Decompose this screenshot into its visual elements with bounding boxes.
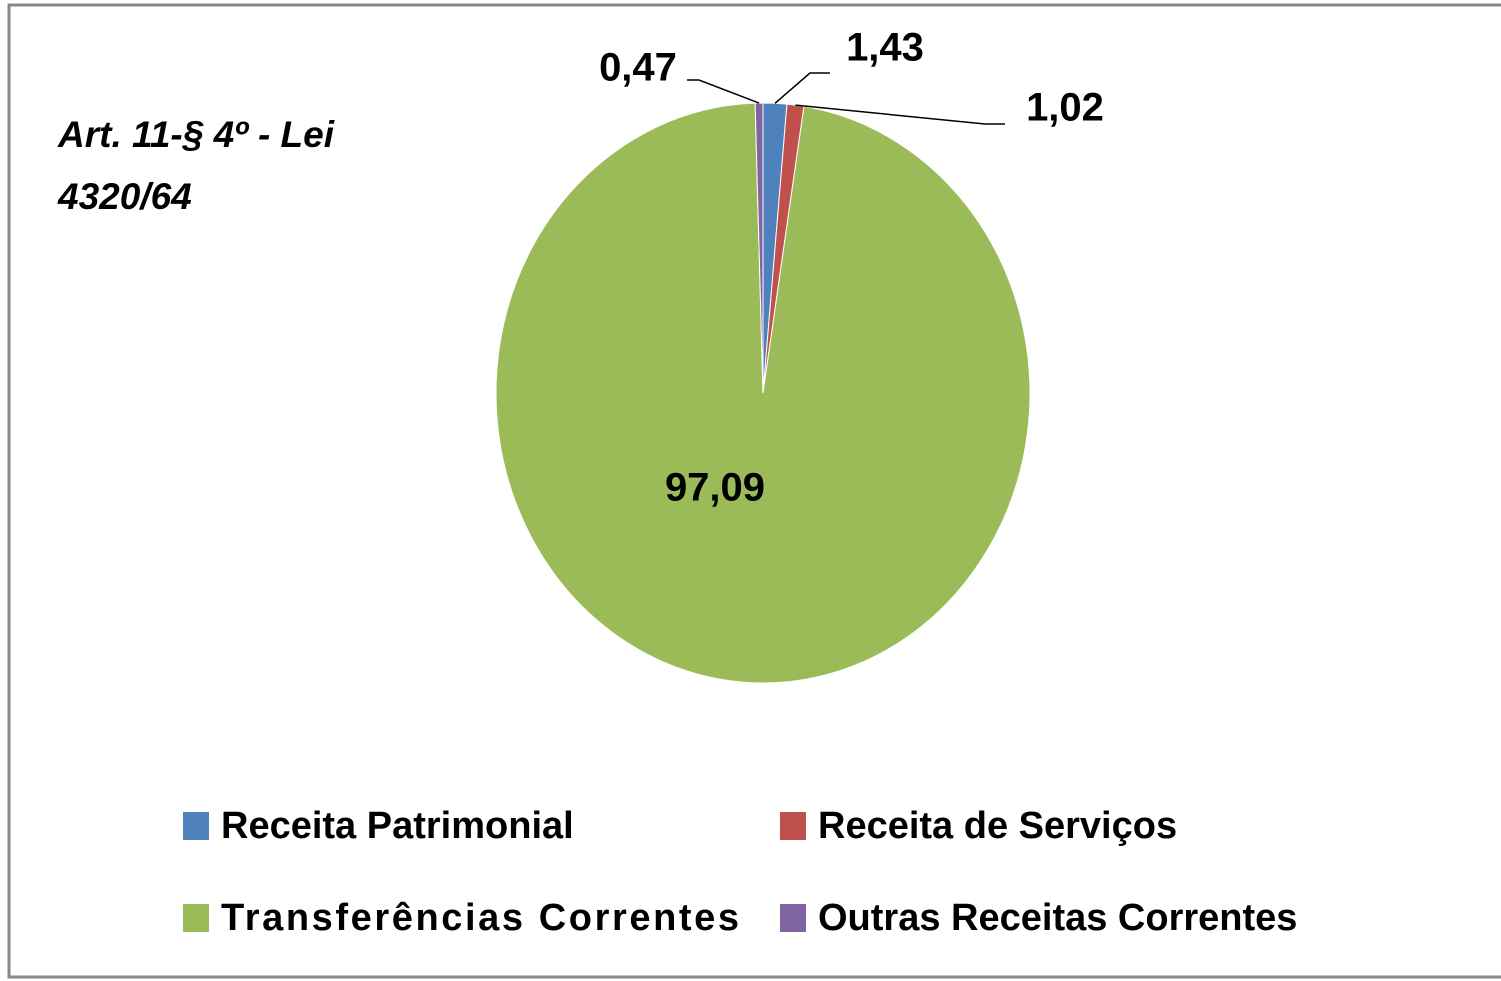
- chart-frame: [7, 3, 1501, 979]
- annotation: Art. 11-§ 4º - Lei 4320/64: [58, 114, 335, 217]
- legend-label: Receita Patrimonial: [221, 805, 574, 847]
- data-label: 1,43: [846, 26, 924, 70]
- legend-swatch: [780, 904, 806, 932]
- legend-swatch: [183, 904, 209, 932]
- leader-line: [687, 79, 760, 104]
- data-label: 1,02: [1026, 86, 1104, 130]
- pie-slice: [495, 102, 1031, 684]
- legend-label: Transferências Correntes: [221, 897, 739, 939]
- leader-line: [795, 104, 1005, 125]
- leader-line: [774, 72, 830, 104]
- data-label: 0,47: [599, 46, 677, 90]
- legend-swatch: [183, 812, 209, 840]
- legend-swatch: [780, 812, 806, 840]
- legend-label: Outras Receitas Correntes: [818, 897, 1297, 939]
- data-label: 97,09: [665, 466, 765, 510]
- legend-label: Receita de Serviços: [818, 805, 1177, 847]
